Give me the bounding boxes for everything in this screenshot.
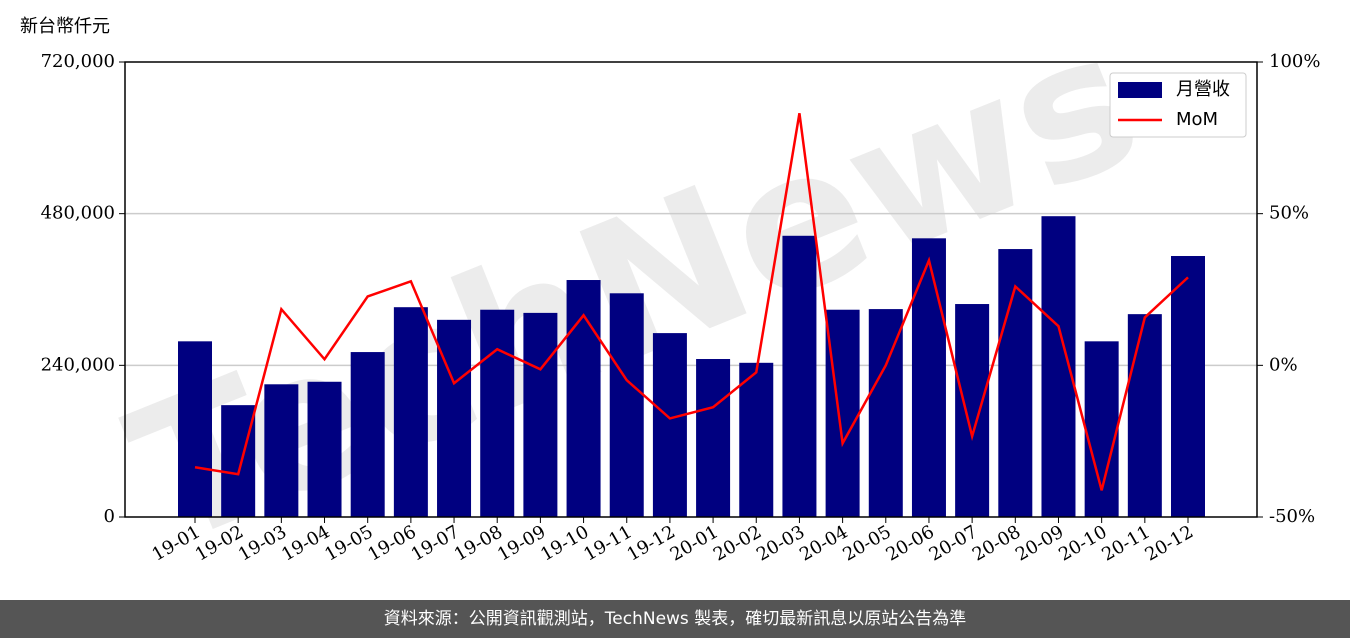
- x-tick-label: 19-08: [451, 521, 506, 565]
- bar: [307, 381, 342, 517]
- x-tick-label: 19-07: [408, 521, 463, 565]
- x-tick-label: 19-11: [580, 521, 635, 565]
- bar: [782, 235, 817, 517]
- footer-bar: [0, 600, 1350, 638]
- bar: [221, 405, 256, 517]
- bar: [566, 280, 601, 517]
- legend-label: 月營收: [1176, 79, 1230, 100]
- x-tick-label: 20-05: [839, 521, 894, 565]
- y-tick-label: 480,000: [41, 203, 115, 224]
- bar: [868, 309, 903, 517]
- bar: [739, 362, 774, 517]
- x-tick-label: 19-09: [494, 521, 549, 565]
- bar: [350, 352, 385, 517]
- x-tick-label: 20-09: [1012, 521, 1067, 565]
- y-tick-label: 0: [104, 506, 115, 527]
- x-tick-label: 19-06: [364, 521, 419, 565]
- bar: [652, 333, 687, 517]
- legend-swatch: [1118, 82, 1162, 98]
- y2-tick-label: 0%: [1269, 354, 1298, 375]
- x-tick-label: 19-10: [537, 521, 592, 565]
- bar: [911, 238, 946, 517]
- x-tick-label: 20-03: [753, 521, 808, 565]
- bar: [825, 309, 860, 517]
- bar: [178, 341, 212, 517]
- x-tick-label: 20-10: [1055, 521, 1110, 565]
- x-tick-label: 20-02: [710, 521, 765, 565]
- y-tick-label: 240,000: [41, 354, 115, 375]
- bar: [955, 304, 990, 517]
- plot-frame: [124, 61, 1258, 518]
- bar: [998, 249, 1033, 518]
- bar: [264, 384, 299, 517]
- x-tick-label: 20-12: [1142, 521, 1197, 565]
- x-tick-label: 19-12: [623, 521, 678, 565]
- x-tick-label: 20-08: [969, 521, 1024, 565]
- x-tick-label: 20-07: [926, 521, 981, 565]
- x-tick-label: 20-06: [883, 521, 938, 565]
- y2-tick-label: 100%: [1269, 51, 1320, 72]
- legend-label: MoM: [1176, 109, 1218, 130]
- bar: [480, 309, 515, 517]
- bar: [393, 307, 428, 517]
- x-tick-label: 20-11: [1098, 521, 1153, 565]
- y-axis-label: 新台幣仟元: [20, 16, 110, 37]
- y-tick-label: 720,000: [41, 51, 115, 72]
- x-tick-label: 20-04: [796, 521, 851, 565]
- x-tick-label: 20-01: [667, 521, 722, 565]
- y2-tick-label: -50%: [1269, 506, 1315, 527]
- line: [194, 113, 1189, 491]
- bar: [696, 359, 731, 517]
- bar: [1127, 314, 1162, 517]
- bar: [1084, 341, 1119, 517]
- bar: [437, 319, 472, 517]
- footer: 資料來源：公開資訊觀測站，TechNews 製表，確切最新訊息以原站公告為準: [384, 609, 966, 629]
- bar: [1171, 256, 1205, 517]
- bar: [523, 312, 558, 517]
- bar: [609, 293, 644, 517]
- y2-tick-label: 50%: [1269, 203, 1309, 224]
